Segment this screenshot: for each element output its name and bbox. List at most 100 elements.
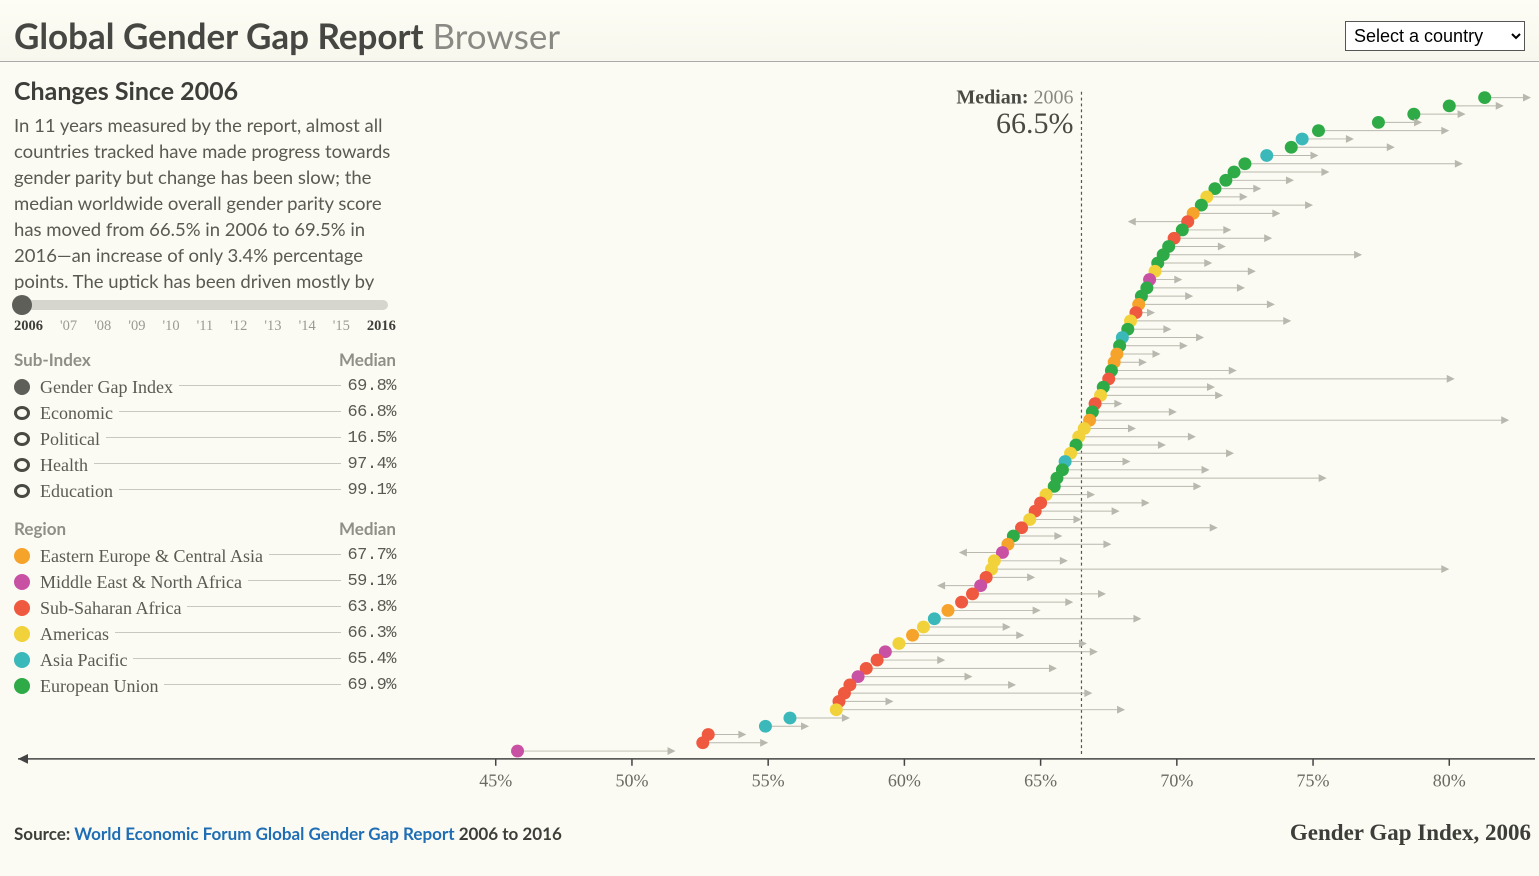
arrow-head-icon bbox=[1240, 193, 1248, 201]
footer: Source: World Economic Forum Global Gend… bbox=[14, 820, 1531, 846]
arrow-head-icon bbox=[1196, 334, 1204, 342]
x-axis-title: Gender Gap Index, 2006 bbox=[1290, 820, 1531, 846]
arrow-head-icon bbox=[1117, 706, 1125, 714]
arrow-head-icon bbox=[1098, 590, 1106, 598]
country-dot[interactable] bbox=[1443, 99, 1456, 112]
arrow-head-icon bbox=[1169, 408, 1177, 416]
arrow-head-icon bbox=[1084, 689, 1092, 697]
arrow-head-icon bbox=[1204, 259, 1212, 267]
arrow-head-icon bbox=[1054, 532, 1062, 540]
chart-svg: 45% 50% 55% 60% 65% 70% 75% 80% Median: 200666.5… bbox=[14, 76, 1539, 806]
arrow-head-icon bbox=[1210, 524, 1218, 532]
country-dot[interactable] bbox=[871, 654, 884, 667]
arrow-head-icon bbox=[1501, 416, 1509, 424]
country-dot[interactable] bbox=[1478, 91, 1491, 104]
arrow-head-icon bbox=[1139, 358, 1147, 366]
arrow-head-icon bbox=[1079, 640, 1087, 648]
arrow-head-icon bbox=[1114, 400, 1122, 408]
country-dot[interactable] bbox=[917, 621, 930, 634]
arrow-head-icon bbox=[1027, 573, 1035, 581]
country-dot[interactable] bbox=[966, 588, 979, 601]
arrow-head-icon bbox=[1188, 433, 1196, 441]
country-dot[interactable] bbox=[759, 720, 772, 733]
x-tick-label: 65% bbox=[1024, 771, 1057, 791]
arrow-head-icon bbox=[1065, 598, 1073, 606]
arrow-head-icon bbox=[1264, 234, 1272, 242]
title-bold: Global Gender Gap Report bbox=[14, 15, 424, 57]
x-tick-label: 50% bbox=[615, 771, 648, 791]
country-dot[interactable] bbox=[511, 745, 524, 758]
arrow-head-icon bbox=[1354, 251, 1362, 259]
arrow-head-icon bbox=[1003, 623, 1011, 631]
arrow-head-icon bbox=[937, 582, 945, 590]
arrow-head-icon bbox=[1283, 317, 1291, 325]
median-value: 66.5% bbox=[996, 108, 1073, 140]
arrow-head-icon bbox=[1133, 615, 1141, 623]
arrow-head-icon bbox=[668, 747, 676, 755]
country-dot[interactable] bbox=[1238, 157, 1251, 170]
arrow-head-icon bbox=[1447, 375, 1455, 383]
median-label: Median: 2006 bbox=[956, 87, 1073, 109]
country-dot[interactable] bbox=[906, 629, 919, 642]
arrow-head-icon bbox=[1248, 267, 1256, 275]
arrow-head-icon bbox=[1305, 201, 1313, 209]
arrow-head-icon bbox=[1073, 516, 1081, 524]
arrow-head-icon bbox=[1016, 631, 1024, 639]
arrow-head-icon bbox=[1158, 441, 1166, 449]
x-tick-label: 60% bbox=[888, 771, 921, 791]
country-dot[interactable] bbox=[928, 612, 941, 625]
country-dot[interactable] bbox=[955, 596, 968, 609]
title-light: Browser bbox=[433, 15, 561, 57]
arrow-head-icon bbox=[760, 739, 768, 747]
arrow-head-icon bbox=[1267, 300, 1275, 308]
arrow-head-icon bbox=[1441, 127, 1449, 135]
arrow-head-icon bbox=[1253, 185, 1261, 193]
x-tick-label: 55% bbox=[752, 771, 785, 791]
country-dot[interactable] bbox=[941, 604, 954, 617]
arrow-head-icon bbox=[1142, 499, 1150, 507]
x-tick-label: 45% bbox=[479, 771, 512, 791]
arrow-head-icon bbox=[1147, 309, 1155, 317]
country-dot[interactable] bbox=[1372, 116, 1385, 129]
x-tick-label: 80% bbox=[1433, 771, 1466, 791]
arrow-head-icon bbox=[1049, 664, 1057, 672]
arrow-head-icon bbox=[959, 549, 967, 557]
arrow-head-icon bbox=[1123, 458, 1131, 466]
arrow-head-icon bbox=[1193, 482, 1201, 490]
source-link[interactable]: World Economic Forum Global Gender Gap R… bbox=[74, 823, 454, 844]
x-tick-label: 75% bbox=[1297, 771, 1330, 791]
country-dot[interactable] bbox=[783, 712, 796, 725]
arrow-head-icon bbox=[1128, 425, 1136, 433]
arrow-head-icon bbox=[1207, 383, 1215, 391]
arrow-head-icon bbox=[1455, 160, 1463, 168]
arrow-head-icon bbox=[1218, 243, 1226, 251]
country-dot[interactable] bbox=[1260, 149, 1273, 162]
source-range: 2006 to 2016 bbox=[459, 823, 562, 844]
country-dot[interactable] bbox=[1407, 108, 1420, 121]
country-dot[interactable] bbox=[696, 736, 709, 749]
arrow-head-icon bbox=[1226, 449, 1234, 457]
arrow-head-icon bbox=[1090, 648, 1098, 656]
arrow-head-icon bbox=[1237, 284, 1245, 292]
country-select[interactable]: Select a country bbox=[1345, 21, 1525, 51]
arrow-head-icon bbox=[1087, 491, 1095, 499]
arrow-head-icon bbox=[1008, 681, 1016, 689]
x-tick-label: 70% bbox=[1160, 771, 1193, 791]
country-dot[interactable] bbox=[1296, 133, 1309, 146]
arrow-head-icon bbox=[1272, 209, 1280, 217]
arrow-head-icon bbox=[1496, 102, 1504, 110]
country-dot[interactable] bbox=[1312, 124, 1325, 137]
country-dot[interactable] bbox=[1285, 141, 1298, 154]
arrow-head-icon bbox=[1441, 565, 1449, 573]
arrow-head-icon bbox=[1319, 474, 1327, 482]
country-dot[interactable] bbox=[1219, 174, 1232, 187]
country-dot[interactable] bbox=[830, 703, 843, 716]
arrow-head-icon bbox=[1202, 466, 1210, 474]
country-dot[interactable] bbox=[892, 637, 905, 650]
arrow-head-icon bbox=[738, 731, 746, 739]
page-title: Global Gender Gap Report Browser bbox=[14, 15, 560, 57]
arrow-head-icon bbox=[1163, 325, 1171, 333]
arrow-head-icon bbox=[965, 673, 973, 681]
header-bar: Global Gender Gap Report Browser Select … bbox=[0, 0, 1539, 62]
source-line: Source: World Economic Forum Global Gend… bbox=[14, 823, 562, 844]
